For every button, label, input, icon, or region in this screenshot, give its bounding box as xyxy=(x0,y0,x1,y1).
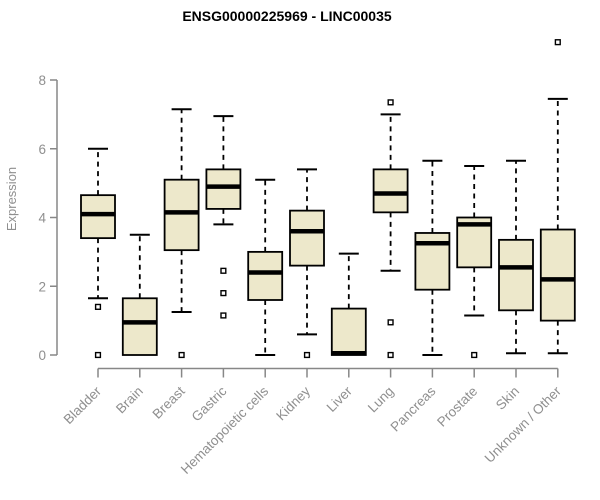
outlier-point xyxy=(94,303,102,310)
outlier-point xyxy=(178,351,185,359)
x-tick-label-gastric: Gastric xyxy=(189,383,230,424)
boxes-group xyxy=(80,39,576,359)
iqr-box xyxy=(80,194,116,240)
x-tick-label-unknown-other: Unknown / Other xyxy=(482,383,565,466)
y-tick-label: 8 xyxy=(38,73,46,88)
x-tick-label-liver: Liver xyxy=(324,383,356,415)
y-axis-label: Expression xyxy=(4,167,19,231)
x-tick-label-bladder: Bladder xyxy=(61,383,105,427)
y-axis: 0 2 4 6 8 xyxy=(38,73,58,363)
outlier-point xyxy=(220,290,227,297)
boxplot-bladder xyxy=(80,147,116,359)
y-tick-label: 2 xyxy=(38,279,46,294)
y-tick-label: 6 xyxy=(38,142,46,157)
boxplot-liver xyxy=(330,252,367,356)
iqr-box xyxy=(372,168,409,214)
outlier-point xyxy=(94,351,102,359)
iqr-box xyxy=(539,228,576,322)
y-tick-label: 0 xyxy=(38,348,46,363)
iqr-box xyxy=(163,178,200,252)
boxplot-prostate xyxy=(456,164,493,359)
y-tick-label: 4 xyxy=(38,211,46,226)
outlier-point xyxy=(303,351,311,359)
x-tick-label-prostate: Prostate xyxy=(434,384,480,430)
boxplot-kidney xyxy=(289,168,325,359)
outlier-point xyxy=(554,39,561,46)
boxplot-brain xyxy=(121,233,158,356)
x-tick-label-pancreas: Pancreas xyxy=(388,383,439,434)
boxplot-unknown-other xyxy=(539,39,576,355)
outlier-point xyxy=(387,351,394,359)
outlier-point xyxy=(220,267,227,274)
chart-title: ENSG00000225969 - LINC00035 xyxy=(182,8,392,24)
outlier-point xyxy=(387,319,394,326)
iqr-box xyxy=(247,250,284,301)
x-tick-label-lung: Lung xyxy=(365,384,397,416)
iqr-box xyxy=(330,307,367,356)
boxplot-lung xyxy=(372,99,409,359)
outlier-point xyxy=(387,99,394,106)
x-tick-label-kidney: Kidney xyxy=(273,383,313,423)
iqr-box xyxy=(289,209,325,267)
boxplot-pancreas xyxy=(414,159,451,356)
x-tick-label-skin: Skin xyxy=(493,384,522,413)
outlier-point xyxy=(220,312,227,319)
boxplot-skin xyxy=(498,159,534,355)
x-tick-label-breast: Breast xyxy=(150,383,188,421)
boxplot-gastric xyxy=(205,115,242,319)
iqr-box xyxy=(205,168,242,210)
iqr-box xyxy=(498,238,534,312)
outlier-point xyxy=(471,351,478,359)
iqr-box xyxy=(121,297,158,356)
boxplot-breast xyxy=(163,108,200,359)
x-tick-label-brain: Brain xyxy=(113,384,146,417)
boxplot-hematopoietic-cells xyxy=(247,178,284,356)
